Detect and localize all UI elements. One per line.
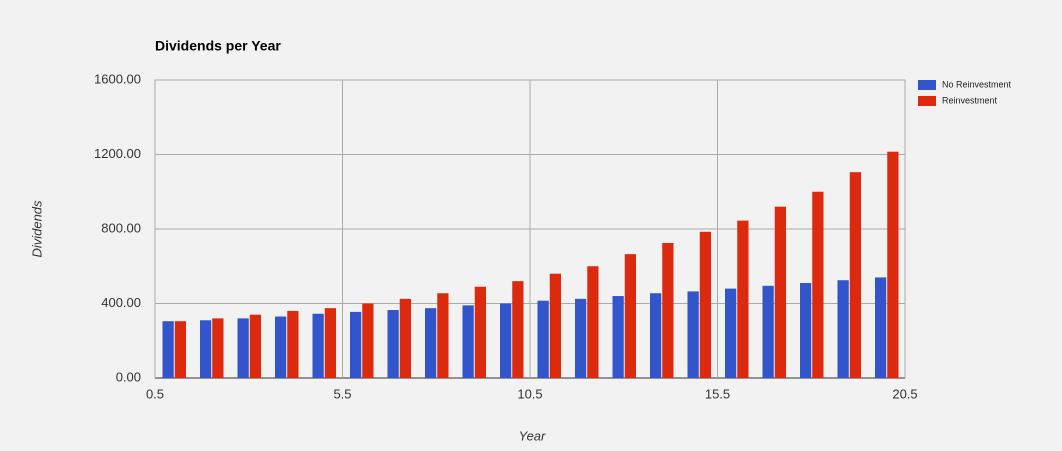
legend-label: Reinvestment <box>942 95 998 105</box>
y-tick-label: 400.00 <box>101 295 141 310</box>
bar <box>324 308 336 378</box>
bar <box>249 314 261 378</box>
bar <box>275 316 287 378</box>
x-tick-label: 15.5 <box>705 386 730 401</box>
bar <box>725 288 737 378</box>
x-tick-label: 20.5 <box>892 386 917 401</box>
x-tick-label: 0.5 <box>146 386 164 401</box>
bar <box>287 310 299 378</box>
bar <box>512 281 524 378</box>
bar <box>212 318 224 378</box>
y-tick-label: 1600.00 <box>94 71 141 86</box>
bar <box>162 321 174 378</box>
bar <box>837 280 849 378</box>
bar <box>762 285 774 378</box>
y-tick-label: 0.00 <box>116 369 141 384</box>
bar <box>699 231 711 378</box>
bar <box>624 254 636 378</box>
legend-swatch <box>918 80 936 90</box>
bar <box>237 318 249 378</box>
bar <box>500 303 512 378</box>
bar <box>437 293 449 378</box>
x-axis-title: Year <box>519 428 546 443</box>
y-tick-label: 1200.00 <box>94 146 141 161</box>
y-axis-title: Dividends <box>29 200 44 258</box>
bar <box>474 286 486 378</box>
bar <box>425 308 437 378</box>
bar <box>887 151 899 378</box>
bar <box>200 320 212 378</box>
legend-label: No Reinvestment <box>942 79 1012 89</box>
chart-title: Dividends per Year <box>155 38 281 54</box>
bar <box>875 277 887 378</box>
x-tick-label: 5.5 <box>333 386 351 401</box>
bar <box>774 206 786 378</box>
bar <box>350 311 362 378</box>
bar <box>387 310 399 378</box>
bar <box>849 172 861 378</box>
bar <box>462 305 474 378</box>
bar <box>800 283 812 378</box>
bar <box>362 303 374 378</box>
bar <box>537 300 549 378</box>
y-tick-label: 800.00 <box>101 220 141 235</box>
x-tick-label: 10.5 <box>517 386 542 401</box>
bar <box>174 321 186 378</box>
bar <box>399 298 411 378</box>
bar <box>662 242 674 378</box>
bar <box>687 291 699 378</box>
legend-swatch <box>918 96 936 106</box>
bar <box>549 273 561 378</box>
bar <box>650 293 662 378</box>
bar <box>737 220 749 378</box>
bar <box>575 298 587 378</box>
bar <box>812 191 824 378</box>
bar <box>612 296 624 378</box>
bar <box>587 266 599 378</box>
bar <box>312 313 324 378</box>
